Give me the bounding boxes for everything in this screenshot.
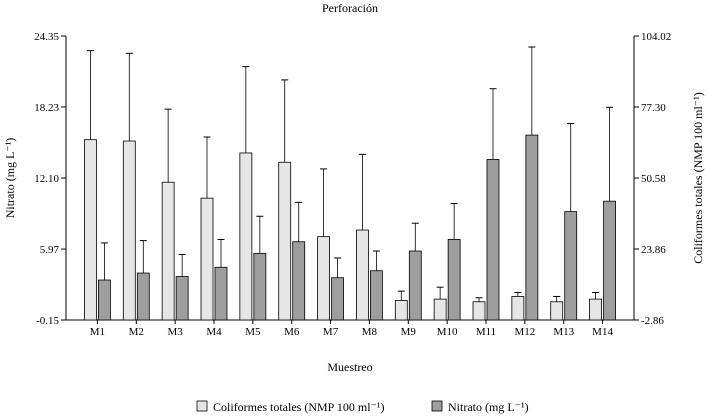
left-tick-label: 18.23 <box>34 102 59 114</box>
x-tick-label: M13 <box>553 326 574 338</box>
bar-coliformes <box>472 301 486 321</box>
bar-nitrato <box>564 211 578 321</box>
bar-nitrato <box>253 252 267 321</box>
bar-nitrato <box>525 134 539 321</box>
legend-label-nitrato: Nitrato (mg L⁻¹) <box>448 400 529 414</box>
bar-coliformes <box>589 298 602 321</box>
bar-coliformes <box>550 301 564 321</box>
legend-label-coliformes: Coliformes totales (NMP 100 ml⁻¹) <box>213 400 384 414</box>
right-tick-label: 104.02 <box>641 31 671 43</box>
left-tick-label: 5.97 <box>40 244 60 256</box>
right-tick-label: 77.30 <box>641 102 666 114</box>
bar-nitrato <box>603 200 616 321</box>
bar-coliformes <box>511 296 525 321</box>
bar-coliformes <box>161 181 175 321</box>
bar-coliformes <box>200 197 214 321</box>
bar-coliformes <box>433 298 447 321</box>
bar-nitrato <box>136 272 150 321</box>
bar-coliformes <box>394 300 408 321</box>
bar-coliformes <box>317 236 330 321</box>
bar-nitrato <box>292 241 306 321</box>
bar-nitrato <box>408 250 422 321</box>
x-tick-label: M8 <box>362 326 378 338</box>
x-tick-label: M1 <box>90 326 105 338</box>
left-axis-ticks: -0.15 5.97 12.10 18.23 24.35 <box>34 31 66 327</box>
right-tick-label: -2.86 <box>641 315 664 327</box>
bar-nitrato <box>370 270 383 321</box>
right-axis-title: Coliformes totales (NMP 100 ml⁻¹) <box>691 92 705 263</box>
x-tick-label: M10 <box>437 326 458 338</box>
x-tick-label: M2 <box>129 326 144 338</box>
chart-title: Perforación <box>322 1 378 15</box>
bar-coliformes <box>122 140 136 321</box>
legend-swatch-nitrato <box>431 400 443 412</box>
x-axis-title: Muestreo <box>327 360 372 374</box>
bar-coliformes <box>278 161 292 321</box>
x-axis-tick-labels: M1 M2 M3 M4 M5 M6 M7 M8 M9 M10 M11 M12 M13 M14 <box>90 320 613 338</box>
bar-nitrato <box>331 277 344 321</box>
x-tick-label: M14 <box>592 326 613 338</box>
x-tick-label: M5 <box>245 326 261 338</box>
bar-nitrato <box>214 266 228 321</box>
legend: Coliformes totales (NMP 100 ml⁻¹) Nitrat… <box>196 400 529 414</box>
left-tick-label: 12.10 <box>34 173 59 185</box>
x-tick-label: M6 <box>284 326 300 338</box>
left-tick-label: -0.15 <box>36 315 59 327</box>
bar-coliformes <box>239 152 253 321</box>
left-tick-label: 24.35 <box>34 31 59 43</box>
bar-coliformes <box>356 229 369 321</box>
x-tick-label: M4 <box>206 326 222 338</box>
right-tick-label: 50.58 <box>641 173 666 185</box>
bar-nitrato <box>447 239 461 321</box>
bar-nitrato <box>486 159 500 321</box>
bar-nitrato <box>98 279 111 321</box>
bar-coliformes <box>84 139 97 321</box>
x-tick-label: M9 <box>401 326 417 338</box>
left-axis-title: Nitrato (mg L⁻¹) <box>3 138 17 219</box>
right-tick-label: 23.86 <box>641 244 666 256</box>
x-tick-label: M12 <box>514 326 535 338</box>
plot-frame <box>65 36 635 321</box>
x-tick-label: M3 <box>168 326 184 338</box>
legend-swatch-coliformes <box>196 400 208 412</box>
bar-nitrato <box>175 276 189 321</box>
bars-group <box>84 46 616 321</box>
x-tick-label: M7 <box>323 326 339 338</box>
right-axis-ticks: -2.86 23.86 50.58 77.30 104.02 <box>634 31 671 327</box>
x-tick-label: M11 <box>476 326 496 338</box>
